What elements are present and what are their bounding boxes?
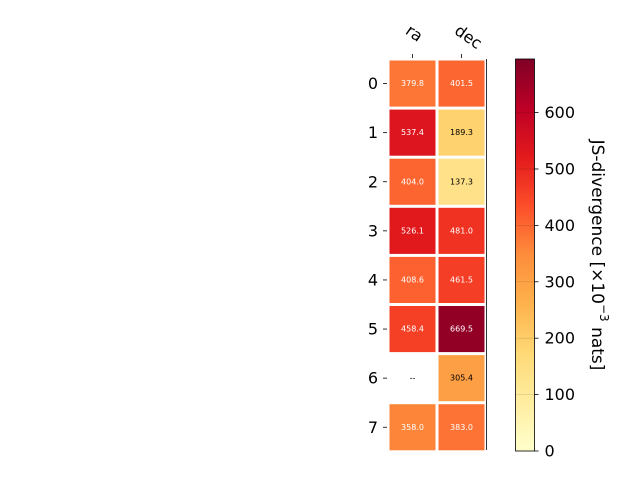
heatmap-cell-label: 481.0: [450, 226, 473, 235]
heatmap-cell: [388, 255, 437, 304]
heatmap-cell: [437, 157, 486, 206]
heatmap-cell-label: 358.0: [401, 423, 424, 432]
heatmap-cell-label-missing: --: [410, 374, 416, 383]
heatmap-cell-label: 669.5: [450, 325, 473, 334]
colorbar-tick-label: 600: [545, 103, 576, 122]
heatmap-cells: 379.8 401.5 537.4 189.3 404.0 137.3 526.1 481.0…: [388, 59, 486, 452]
heatmap-cell-label: 189.3: [450, 128, 473, 137]
heatmap-cell: [437, 206, 486, 255]
heatmap-cell: [388, 305, 437, 354]
colorbar: 0 100 200 300 400 500 600 JS-divergence [×10−3…: [515, 58, 611, 461]
heatmap-cell: [437, 354, 486, 403]
colorbar-tick-group: 0 100 200 300 400 500 600: [515, 103, 576, 461]
colorbar-tick-label: 300: [545, 272, 576, 291]
row-tick-label: 7: [368, 418, 378, 437]
row-tick-label: 5: [368, 320, 378, 339]
heatmap-cell-label: 401.5: [450, 79, 473, 88]
heatmap-cell-label: 404.0: [401, 177, 424, 186]
heatmap-cell: [388, 403, 437, 452]
row-tick-label: 0: [368, 74, 378, 93]
heatmap-cell: [388, 157, 437, 206]
colorbar-label: JS-divergence [×10−3 nats]: [587, 139, 611, 371]
heatmap-cell: [437, 255, 486, 304]
heatmap-cell-label: 526.1: [401, 226, 424, 235]
colorbar-tick-label: 500: [545, 159, 576, 178]
column-tick-label: dec: [451, 21, 485, 53]
row-tick-label: 2: [368, 172, 378, 191]
column-tick-label: ra: [402, 21, 426, 46]
heatmap-cell: [388, 206, 437, 255]
colorbar-gradient: [515, 58, 535, 452]
heatmap-cell-label: 458.4: [401, 325, 424, 334]
heatmap-cell: [437, 108, 486, 157]
row-tick-label: 3: [368, 221, 378, 240]
row-tick-group: 0 1 2 3 4 5 6 7: [368, 74, 387, 437]
heatmap-cell-label: 537.4: [401, 128, 424, 137]
colorbar-tick-label: 400: [545, 216, 576, 235]
row-tick-label: 1: [368, 123, 378, 142]
column-tick-group: ra dec: [402, 21, 486, 58]
heatmap-cell-label: 408.6: [401, 275, 424, 284]
heatmap-cell-label: 383.0: [450, 423, 473, 432]
heatmap-cell-label: 305.4: [450, 374, 473, 383]
heatmap-cell: [388, 108, 437, 157]
heatmap-cell: [437, 403, 486, 452]
heatmap-cell: [388, 59, 437, 108]
colorbar-tick-label: 100: [545, 385, 576, 404]
row-tick-label: 6: [368, 369, 378, 388]
row-tick-label: 4: [368, 270, 378, 289]
colorbar-tick-label: 200: [545, 329, 576, 348]
heatmap-cell-label: 379.8: [401, 79, 424, 88]
heatmap-cell: [437, 305, 486, 354]
heatmap-cell-label: 137.3: [450, 177, 473, 186]
heatmap-cell-label: 461.5: [450, 275, 473, 284]
heatmap-cell: [437, 59, 486, 108]
colorbar-tick-label: 0: [545, 442, 555, 461]
